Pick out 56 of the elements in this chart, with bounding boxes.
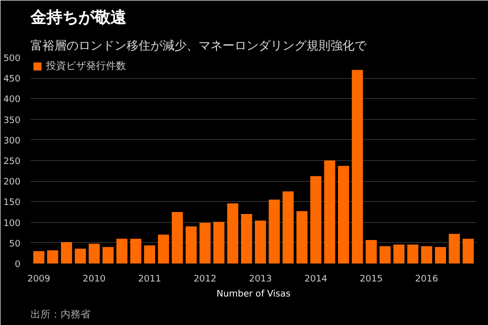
bar: [213, 222, 224, 264]
bar: [186, 226, 197, 264]
legend-label: 投資ビザ発行件数: [46, 60, 126, 73]
chart-title: 金持ちが敬遠: [30, 8, 126, 26]
bar: [158, 234, 170, 264]
y-tick-label: 450: [3, 74, 21, 85]
y-tick-label: 100: [3, 218, 21, 229]
x-tick-label: 2011: [138, 274, 162, 284]
bar: [74, 248, 86, 264]
y-tick-label: 50: [9, 239, 21, 250]
bar: [130, 238, 142, 264]
x-axis-title: Number of Visas: [216, 290, 291, 300]
bar: [102, 247, 114, 264]
y-tick-label: 300: [3, 136, 21, 146]
bar: [462, 238, 474, 264]
bar: [380, 246, 391, 264]
bar: [144, 245, 156, 264]
bar: [199, 222, 211, 264]
x-tick-label: 2013: [248, 274, 272, 284]
bar: [33, 251, 44, 264]
bar: [448, 234, 460, 264]
bar: [296, 211, 308, 264]
bar: [338, 166, 350, 264]
bar: [116, 238, 128, 264]
bar: [241, 214, 252, 264]
x-tick-label: 2010: [82, 274, 106, 284]
bar: [366, 240, 377, 264]
bar: [407, 244, 418, 264]
bar: [282, 191, 294, 264]
y-tick-label: 200: [3, 178, 21, 188]
x-tick-label: 2015: [360, 274, 383, 284]
y-tick-label: 150: [3, 198, 21, 208]
bar: [227, 203, 238, 264]
bar: [172, 212, 183, 264]
x-tick-label: 2012: [194, 274, 216, 284]
y-tick-label: 500: [3, 54, 21, 64]
x-tick-label: 2014: [304, 274, 328, 284]
x-tick-label: 2009: [27, 274, 51, 284]
bar: [324, 160, 336, 264]
bar: [434, 247, 446, 264]
y-tick-label: 250: [3, 157, 21, 167]
bar: [254, 220, 266, 264]
bar: [88, 244, 100, 264]
bar: [310, 176, 322, 264]
chart-subtitle: 富裕層のロンドン移住が減少、マネーロンダリング規則強化で: [30, 38, 368, 52]
bar: [421, 246, 432, 264]
x-tick-label: 2016: [415, 274, 438, 284]
bar: [268, 200, 280, 264]
y-tick-label: 0: [14, 260, 21, 270]
bar: [47, 250, 58, 264]
bar: [393, 244, 404, 264]
y-tick-label: 350: [3, 116, 21, 126]
bar: [60, 242, 72, 264]
text: 出所：内務省: [30, 308, 90, 320]
y-tick-label: 400: [3, 95, 21, 106]
bar: [352, 70, 363, 264]
